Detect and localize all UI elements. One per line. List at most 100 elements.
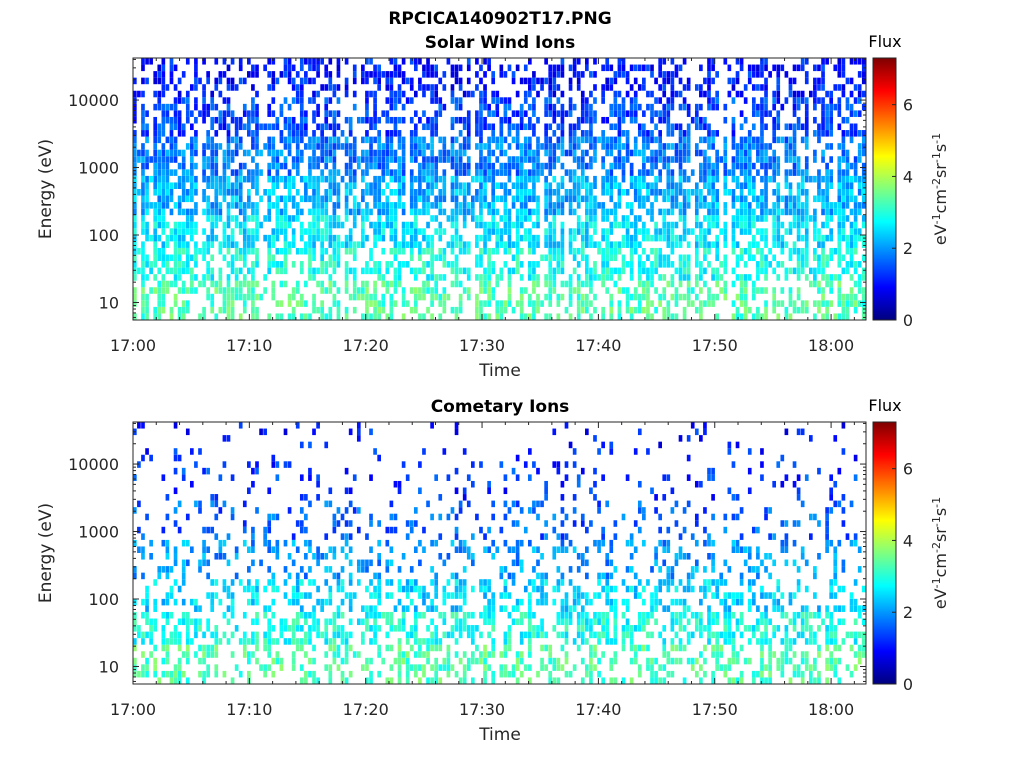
heatmap-cell [361, 77, 365, 85]
heatmap-cell [682, 228, 687, 235]
heatmap-cell [332, 247, 337, 255]
y-tick-label: 10 [99, 293, 119, 312]
heatmap-cell [198, 313, 202, 320]
heatmap-cell [397, 261, 402, 268]
heatmap-cell [365, 566, 369, 573]
heatmap-cell [825, 189, 829, 196]
heatmap-cell [365, 664, 369, 671]
heatmap-cell [450, 123, 455, 131]
heatmap-cell [295, 585, 300, 593]
heatmap-cell [430, 300, 434, 307]
heatmap-cell [462, 202, 467, 209]
heatmap-cell [145, 228, 149, 235]
heatmap-cell [585, 64, 589, 72]
heatmap-cell [727, 90, 732, 98]
heatmap-cell [666, 306, 671, 314]
heatmap-cell [413, 300, 418, 307]
heatmap-cell [141, 553, 145, 560]
heatmap-cell [817, 241, 821, 248]
heatmap-cell [169, 64, 174, 72]
heatmap-cell [295, 247, 300, 255]
heatmap-cell [479, 116, 483, 124]
heatmap-cell [609, 103, 614, 111]
heatmap-cell [304, 651, 308, 658]
heatmap-cell [507, 156, 512, 163]
heatmap-cell [299, 441, 304, 449]
heatmap-cell [633, 64, 638, 72]
heatmap-cell [141, 631, 145, 639]
heatmap-cell [617, 274, 622, 281]
heatmap-cell [760, 162, 764, 170]
heatmap-cell [365, 306, 369, 314]
heatmap-cell [800, 267, 805, 275]
heatmap-cell [206, 241, 210, 248]
heatmap-cell [776, 97, 781, 104]
heatmap-cell [576, 280, 581, 288]
heatmap-cell [462, 215, 467, 222]
heatmap-cell [291, 539, 296, 547]
heatmap-cell [238, 280, 243, 288]
heatmap-cell [857, 261, 862, 268]
heatmap-cell [686, 261, 691, 268]
heatmap-cell [719, 287, 724, 294]
heatmap-cell [344, 520, 349, 527]
heatmap-cell [304, 280, 308, 288]
heatmap-cell [528, 274, 532, 281]
heatmap-cell [751, 254, 756, 262]
heatmap-cell [731, 143, 736, 150]
heatmap-cell [751, 162, 756, 170]
heatmap-cell [536, 208, 540, 216]
heatmap-cell [324, 97, 329, 104]
heatmap-cell [678, 103, 683, 111]
heatmap-cell [552, 84, 557, 91]
heatmap-cell [169, 136, 174, 144]
heatmap-cell [422, 247, 426, 255]
heatmap-cell [670, 84, 675, 91]
heatmap-cell [299, 261, 304, 268]
heatmap-cell [145, 195, 149, 203]
heatmap-cell [271, 156, 276, 163]
heatmap-cell [825, 221, 829, 229]
heatmap-cell [548, 97, 553, 104]
heatmap-cell [727, 77, 732, 85]
heatmap-cell [185, 261, 190, 268]
heatmap-cell [715, 241, 719, 248]
heatmap-cell [308, 467, 312, 475]
heatmap-cell [413, 306, 418, 314]
heatmap-cell [153, 136, 158, 144]
heatmap-cell [401, 313, 406, 320]
heatmap-cell [593, 110, 597, 117]
heatmap-cell [593, 195, 597, 203]
heatmap-cell [385, 261, 390, 268]
heatmap-cell [304, 300, 308, 307]
heatmap-cell [666, 208, 671, 216]
heatmap-cell [519, 162, 524, 170]
heatmap-cell [841, 189, 846, 196]
heatmap-cell [377, 670, 381, 678]
heatmap-cell [206, 71, 210, 78]
heatmap-cell [299, 64, 304, 72]
heatmap-cell [670, 169, 675, 176]
heatmap-cell [751, 234, 756, 242]
heatmap-cell [589, 313, 593, 320]
heatmap-cell [576, 195, 581, 203]
heatmap-cell [247, 280, 251, 288]
heatmap-cell [194, 162, 198, 170]
heatmap-cell [153, 234, 158, 242]
heatmap-cell [210, 267, 215, 275]
heatmap-cell [707, 97, 711, 104]
heatmap-cell [442, 103, 447, 111]
heatmap-cell [462, 208, 467, 216]
heatmap-cell [646, 182, 650, 189]
heatmap-cell [401, 162, 406, 170]
heatmap-cell [825, 169, 829, 176]
heatmap-cell [173, 228, 178, 235]
heatmap-cell [177, 77, 182, 85]
heatmap-cell [519, 247, 524, 255]
heatmap-cell [751, 280, 756, 288]
heatmap-cell [210, 182, 215, 189]
heatmap-cell [153, 241, 158, 248]
heatmap-cell [230, 287, 235, 294]
heatmap-cell [137, 500, 141, 508]
heatmap-cell [813, 254, 817, 262]
